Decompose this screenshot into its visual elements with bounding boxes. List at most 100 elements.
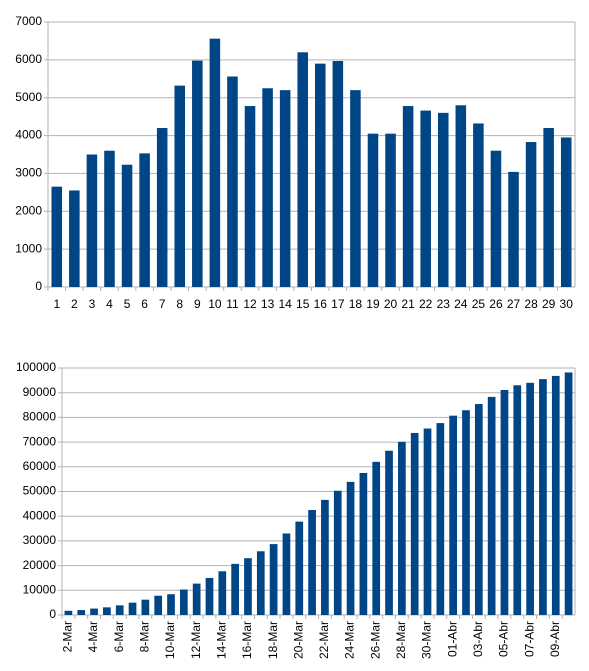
bar (218, 571, 227, 615)
bar (346, 481, 355, 615)
bar (115, 605, 124, 615)
bar (256, 551, 265, 615)
bar (539, 379, 547, 615)
x-tick-label: 2-Mar (61, 621, 75, 652)
x-tick-label: 13 (261, 297, 275, 311)
bar (398, 441, 406, 615)
bar (315, 63, 326, 288)
y-tick-label: 100000 (16, 360, 56, 374)
x-tick-label: 9 (194, 297, 201, 311)
bar (560, 137, 572, 287)
y-tick-label: 0 (49, 607, 56, 621)
bar (385, 450, 393, 615)
x-tick-label: 16-Mar (240, 621, 254, 659)
bar (244, 558, 252, 615)
x-tick-label: 05-Abr (497, 621, 511, 657)
bar (487, 396, 496, 615)
y-tick-label: 6000 (15, 52, 42, 66)
x-tick-label: 30-Mar (420, 621, 434, 659)
x-tick-label: 03-Abr (471, 621, 485, 657)
x-tick-label: 18 (349, 297, 363, 311)
bar (359, 472, 368, 615)
y-tick-label: 7000 (15, 14, 42, 28)
bar (64, 610, 73, 615)
y-tick-label: 80000 (23, 410, 57, 424)
bar (500, 389, 509, 615)
x-tick-label: 20-Mar (291, 621, 305, 659)
x-tick-label: 2 (71, 297, 78, 311)
bar (205, 577, 214, 615)
bar (282, 533, 291, 615)
bar (269, 544, 278, 615)
x-tick-label: 12 (243, 297, 257, 311)
bar (449, 415, 458, 615)
x-tick-label: 23 (437, 297, 451, 311)
bar (462, 410, 470, 615)
bar (244, 106, 256, 288)
y-tick-label: 5000 (15, 90, 42, 104)
x-tick-label: 24-Mar (343, 621, 357, 659)
y-tick-label: 20000 (23, 558, 57, 572)
x-tick-label: 09-Abr (548, 621, 562, 657)
x-tick-label: 6-Mar (112, 621, 126, 652)
bar (167, 594, 175, 615)
bar (367, 133, 379, 287)
x-tick-label: 20 (384, 297, 398, 311)
bar (141, 599, 150, 615)
bar (543, 128, 554, 287)
bar (474, 404, 483, 615)
x-tick-label: 7 (159, 297, 166, 311)
x-tick-label: 22 (419, 297, 433, 311)
bar (192, 583, 201, 615)
x-tick-label: 22-Mar (317, 621, 331, 659)
x-tick-label: 21 (401, 297, 415, 311)
bar (321, 499, 329, 615)
bar (490, 150, 502, 287)
y-tick-label: 60000 (23, 459, 57, 473)
bar (86, 154, 98, 287)
bar (231, 563, 239, 615)
bar (423, 428, 432, 615)
bar (308, 510, 316, 615)
bar (525, 142, 537, 287)
bar (192, 60, 203, 287)
bar (551, 375, 560, 615)
x-tick-label: 25 (472, 297, 486, 311)
bar (69, 190, 80, 287)
y-tick-label: 10000 (23, 582, 57, 596)
y-tick-label: 70000 (23, 434, 57, 448)
y-tick-label: 0 (35, 279, 42, 293)
x-tick-label: 26-Mar (368, 621, 382, 659)
x-tick-label: 18-Mar (266, 621, 280, 659)
bar (227, 76, 238, 287)
bar (104, 150, 115, 287)
bar (455, 105, 467, 288)
x-tick-label: 8 (176, 297, 183, 311)
bar (103, 607, 111, 615)
bar (508, 171, 519, 287)
x-tick-label: 27 (507, 297, 521, 311)
bar (437, 112, 449, 287)
x-tick-label: 28-Mar (394, 621, 408, 659)
bar (402, 106, 414, 288)
bar (279, 90, 291, 288)
x-tick-label: 10-Mar (163, 621, 177, 659)
x-tick-label: 12-Mar (189, 621, 203, 659)
bar (154, 595, 163, 615)
bar (262, 88, 273, 287)
y-tick-label: 90000 (23, 385, 57, 399)
bar (473, 123, 484, 287)
bar (121, 164, 133, 287)
x-tick-label: 10 (208, 297, 222, 311)
bar (410, 432, 419, 615)
x-tick-label: 4-Mar (86, 621, 100, 652)
x-tick-label: 14-Mar (214, 621, 228, 659)
y-tick-label: 1000 (15, 241, 42, 255)
x-tick-label: 30 (560, 297, 574, 311)
bar (179, 589, 188, 615)
x-tick-label: 3 (89, 297, 96, 311)
y-tick-label: 3000 (15, 166, 42, 180)
bar (526, 382, 534, 615)
x-tick-label: 11 (226, 297, 239, 311)
bar (209, 38, 221, 288)
